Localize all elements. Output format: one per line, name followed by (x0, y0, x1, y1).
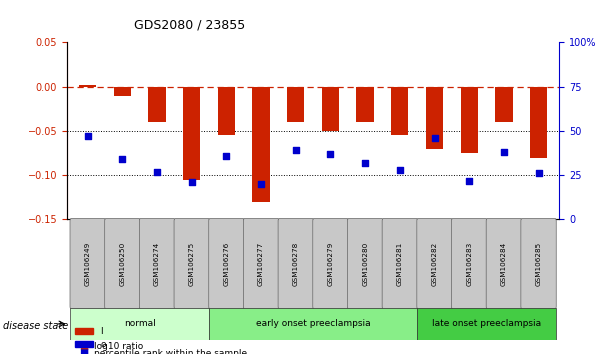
Point (152, 169, 162, 175)
Point (326, 151, 336, 157)
Bar (183, 87, 201, 180)
Bar (209, 308, 417, 340)
FancyBboxPatch shape (452, 218, 487, 309)
Bar (495, 87, 513, 122)
Bar (114, 87, 131, 96)
Bar (460, 87, 478, 153)
FancyBboxPatch shape (486, 218, 522, 309)
Text: GSM106278: GSM106278 (293, 241, 299, 286)
Text: GSM106281: GSM106281 (397, 241, 403, 286)
FancyBboxPatch shape (209, 218, 244, 309)
Bar (252, 87, 270, 202)
FancyBboxPatch shape (243, 218, 279, 309)
Bar (218, 87, 235, 136)
Point (291, 148, 300, 153)
FancyBboxPatch shape (417, 218, 452, 309)
Bar (356, 87, 374, 122)
FancyBboxPatch shape (382, 218, 418, 309)
Bar (417, 308, 556, 340)
FancyBboxPatch shape (313, 218, 348, 309)
Text: GSM106280: GSM106280 (362, 241, 368, 286)
Point (499, 149, 509, 155)
Bar (391, 87, 409, 136)
Point (465, 178, 474, 183)
Text: GSM106277: GSM106277 (258, 241, 264, 286)
Text: GSM106249: GSM106249 (85, 241, 91, 286)
Bar (426, 87, 443, 149)
Point (395, 167, 405, 173)
Text: early onset preeclampsia: early onset preeclampsia (256, 319, 370, 329)
FancyBboxPatch shape (278, 218, 314, 309)
FancyBboxPatch shape (70, 218, 105, 309)
Text: percentile rank within the sample: percentile rank within the sample (94, 349, 247, 354)
Text: late onset preeclampsia: late onset preeclampsia (432, 319, 541, 329)
Bar (79, 85, 96, 87)
FancyBboxPatch shape (174, 218, 209, 309)
Bar (287, 87, 305, 122)
FancyBboxPatch shape (139, 218, 174, 309)
Bar (530, 87, 547, 158)
Text: GSM106284: GSM106284 (501, 241, 507, 286)
Bar (148, 87, 166, 122)
Text: GDS2080 / 23855: GDS2080 / 23855 (134, 19, 245, 32)
Text: normal: normal (124, 319, 156, 329)
Text: GSM106279: GSM106279 (328, 241, 333, 286)
Text: disease state: disease state (3, 321, 68, 331)
Point (256, 181, 266, 187)
Point (117, 156, 127, 162)
Text: ■: ■ (79, 348, 88, 354)
Text: ■: ■ (79, 341, 88, 351)
Legend: l, o: l, o (71, 323, 109, 353)
Bar (71, 308, 209, 340)
Text: GSM106285: GSM106285 (536, 241, 542, 286)
Point (534, 171, 544, 176)
FancyBboxPatch shape (521, 218, 556, 309)
Text: GSM106250: GSM106250 (119, 241, 125, 286)
Text: GSM106274: GSM106274 (154, 241, 160, 286)
Point (221, 153, 231, 159)
Point (187, 179, 196, 185)
Text: GSM106275: GSM106275 (188, 241, 195, 286)
Text: GSM106283: GSM106283 (466, 241, 472, 286)
Text: log10 ratio: log10 ratio (94, 342, 143, 351)
Text: GSM106282: GSM106282 (432, 241, 438, 286)
FancyBboxPatch shape (105, 218, 140, 309)
FancyBboxPatch shape (347, 218, 383, 309)
Point (430, 135, 440, 141)
Bar (322, 87, 339, 131)
Text: GSM106276: GSM106276 (223, 241, 229, 286)
Point (361, 160, 370, 166)
Point (83, 133, 92, 139)
